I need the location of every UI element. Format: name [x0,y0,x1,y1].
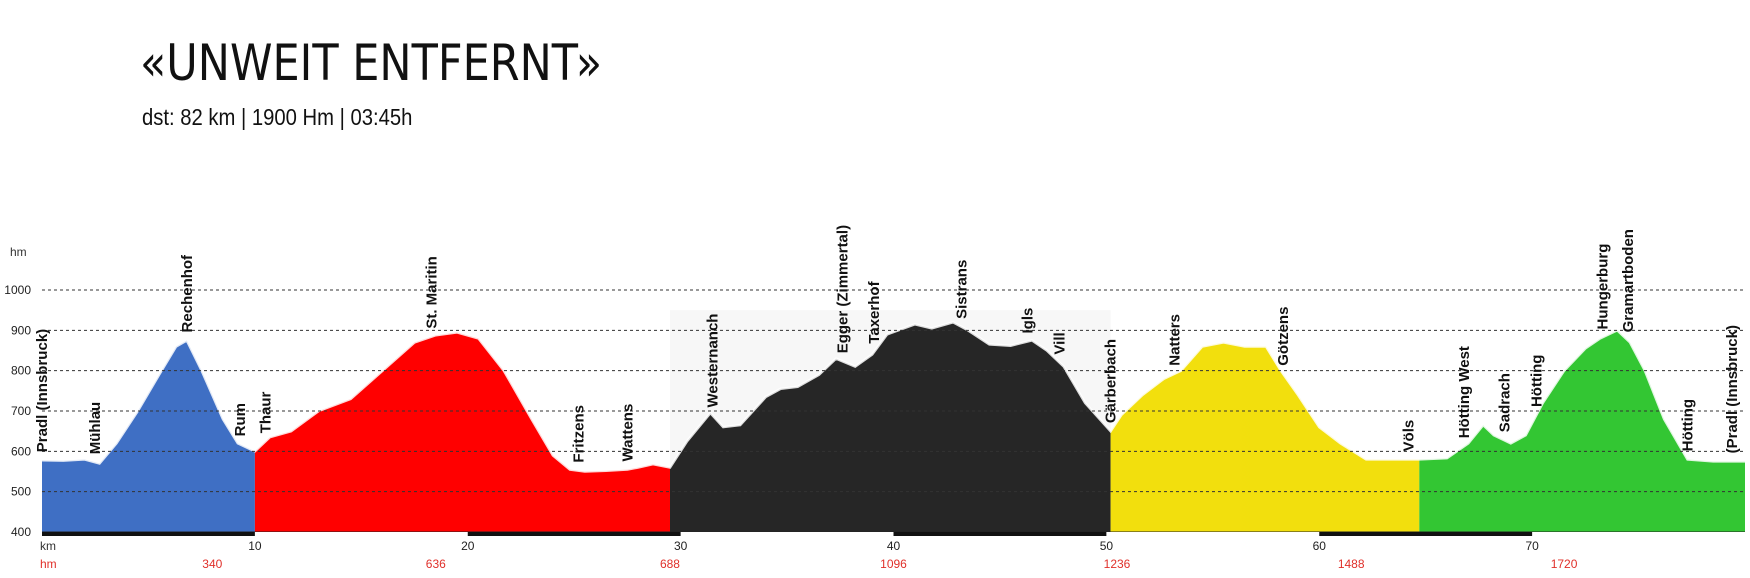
profile-outline [42,320,1745,473]
place-label: Egger (Zimmertal) [834,225,851,353]
place-label: Pradl (Innsbruck) [34,329,51,452]
cumulative-hm-label: 688 [660,557,680,571]
x-tick-label: 30 [674,539,688,553]
profile-segment-5 [1419,330,1745,532]
km-scale-bar-gap [680,532,894,536]
place-label: Sistrans [954,260,971,319]
profile-segment-1 [42,340,255,532]
place-label: Völs [1401,420,1418,452]
y-tick-label: 1000 [4,283,31,297]
cumulative-hm-label: 1720 [1551,557,1578,571]
place-label: Wattens [619,404,636,462]
place-label: Gramartboden [1620,229,1637,332]
place-label: Westernanch [705,314,722,408]
x-tick-label: 10 [248,539,262,553]
place-label: Igls [1020,308,1037,334]
cumulative-hm-label: 1096 [880,557,907,571]
km-scale-bar-gap [254,532,468,536]
place-label: Taxerhof [866,280,883,343]
place-label: Hungerburg [1594,244,1611,330]
profile-segment-2 [254,332,670,532]
y-unit-label: hm [10,245,27,259]
place-label: Gärberbach [1103,339,1120,423]
place-label: Thaur [257,391,274,433]
x-tick-label: 40 [887,539,901,553]
chart-title: «UNWEIT ENTFERNT» [140,34,603,92]
km-scale-bar-gap [1532,532,1745,536]
hm-row-label: hm [40,557,57,571]
x-tick-label: 70 [1525,539,1539,553]
place-label: Sadrach [1497,373,1514,432]
profile-segment-4 [1110,342,1420,532]
place-label: Götzens [1275,307,1292,366]
place-label: Fritzens [570,405,587,463]
place-label: (Pradl (Innsbruck) [1724,325,1741,453]
place-label: Rechenhof [179,254,196,333]
cumulative-hm-label: 340 [202,557,222,571]
y-tick-label: 800 [11,364,31,378]
place-label: Hötting West [1456,346,1473,438]
chart-subtitle: dst: 82 km | 1900 Hm | 03:45h [142,104,413,130]
y-tick-label: 900 [11,323,31,337]
y-tick-label: 500 [11,485,31,499]
y-tick-label: 400 [11,525,31,539]
profile-segment-3 [670,322,1111,532]
y-tick-label: 700 [11,404,31,418]
place-label: Mühlau [87,402,104,455]
place-label: St. Maritin [424,256,441,329]
place-label: Hötting [1528,355,1545,407]
x-unit-label: km [40,539,56,553]
x-tick-label: 50 [1100,539,1114,553]
y-tick-label: 600 [11,444,31,458]
cumulative-hm-label: 636 [426,557,446,571]
km-scale-bar-gap [1106,532,1320,536]
place-label: Vill [1052,332,1069,354]
cumulative-hm-label: 1236 [1104,557,1131,571]
place-label: Natters [1166,314,1183,366]
x-tick-label: 20 [461,539,475,553]
cumulative-hm-label: 1488 [1338,557,1365,571]
place-label: Hötting [1680,399,1697,451]
x-tick-label: 60 [1313,539,1327,553]
place-label: Rum [232,403,249,436]
